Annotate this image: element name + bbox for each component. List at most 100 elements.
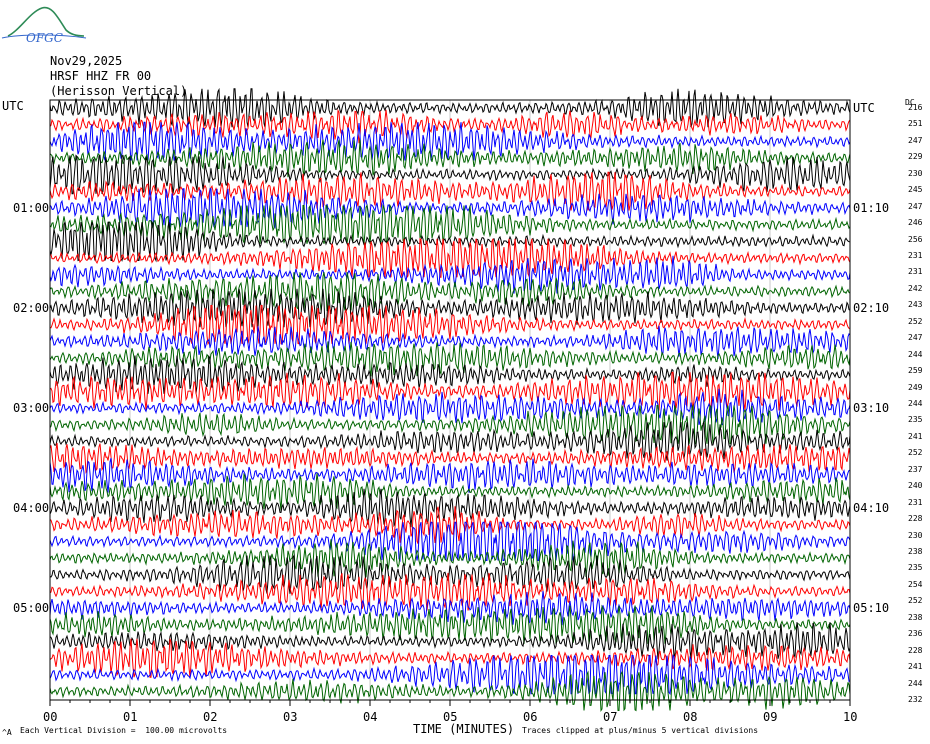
trace-row-15 <box>49 341 851 377</box>
right-time-label: 01:10 <box>853 201 890 215</box>
dc-offset-label: 259 <box>908 366 923 376</box>
trace-row-10 <box>49 255 851 294</box>
left-time-label: 01:00 <box>13 201 50 215</box>
logo-mountain-icon <box>7 6 85 37</box>
logo-text: OFGC <box>26 31 63 45</box>
x-tick-label: 07 <box>603 710 618 724</box>
x-tick-label: 10 <box>843 710 858 724</box>
dc-offset-label: 254 <box>908 579 923 589</box>
trace-row-32 <box>49 622 851 660</box>
trace-row-17 <box>49 371 851 411</box>
left-time-label: 03:00 <box>13 401 50 415</box>
dc-offset-label: 238 <box>908 547 923 556</box>
header-station: HRSF HHZ FR 00 <box>50 69 152 83</box>
left-time-label: 04:00 <box>13 501 50 515</box>
dc-offset-label: 247 <box>908 135 923 145</box>
dc-offset-label: 243 <box>908 300 923 310</box>
x-tick-label: 06 <box>523 710 538 724</box>
trace-row-19 <box>49 403 851 445</box>
x-tick-label: 09 <box>763 710 778 724</box>
dc-offset-label: 232 <box>908 695 923 704</box>
dc-offset-label: 251 <box>908 119 923 129</box>
dc-header-label: DC <box>905 98 915 107</box>
dc-offset-label: 229 <box>908 152 923 162</box>
clip-note: Traces clipped at plus/minus 5 vertical … <box>522 726 759 735</box>
trace-row-31 <box>49 604 851 645</box>
trace-row-12 <box>49 288 851 328</box>
left-time-label: 02:00 <box>13 301 50 315</box>
right-time-label: UTC <box>853 101 875 115</box>
trace-row-13 <box>49 303 851 346</box>
trace-row-1 <box>49 108 851 144</box>
dc-offset-label: 228 <box>908 514 923 524</box>
dc-offset-label: 244 <box>908 349 923 359</box>
logo-wave-icon <box>1 34 87 39</box>
corner-mark: ^A <box>2 728 12 737</box>
dc-offset-label: 242 <box>908 283 923 293</box>
right-time-label: 03:10 <box>853 401 890 415</box>
trace-row-3 <box>49 139 851 178</box>
trace-row-14 <box>49 325 851 359</box>
trace-row-24 <box>49 488 851 528</box>
dc-offset-label: 249 <box>908 382 923 392</box>
trace-row-5 <box>49 171 851 211</box>
trace-row-30 <box>49 591 851 626</box>
dc-offset-label: 244 <box>908 399 923 408</box>
dc-offset-label: 241 <box>908 662 923 672</box>
dc-offset-label: 252 <box>908 316 923 326</box>
x-tick-label: 01 <box>123 710 138 724</box>
dc-offset-label: 252 <box>908 596 923 606</box>
trace-row-4 <box>49 154 851 196</box>
dc-offset-label: 247 <box>908 201 923 211</box>
ofgc-logo: OFGC <box>1 6 87 45</box>
trace-row-0 <box>49 87 851 128</box>
header-location: (Herisson Vertical) <box>50 84 188 98</box>
dc-offset-label: 256 <box>908 234 923 244</box>
dc-offset-label: 238 <box>908 612 923 622</box>
trace-row-20 <box>49 420 851 461</box>
dc-offset-label: 246 <box>908 218 923 228</box>
trace-row-33 <box>49 638 851 678</box>
dc-offset-label: 245 <box>908 185 923 195</box>
trace-row-2 <box>49 121 851 161</box>
trace-row-11 <box>49 272 851 311</box>
trace-row-26 <box>49 521 851 563</box>
trace-row-34 <box>49 654 851 696</box>
x-tick-label: 02 <box>203 710 218 724</box>
scale-note: Each Vertical Division = 100.00 microvol… <box>20 726 228 735</box>
trace-row-35 <box>49 670 851 713</box>
trace-row-28 <box>49 553 851 594</box>
dc-offset-label: 231 <box>908 267 923 277</box>
dc-offset-label: 252 <box>908 448 923 458</box>
x-axis-title: TIME (MINUTES) <box>413 722 515 736</box>
x-tick-label: 08 <box>683 710 698 724</box>
dc-offset-label: 231 <box>908 497 923 507</box>
trace-row-9 <box>49 237 851 279</box>
dc-offset-label: 230 <box>908 168 923 178</box>
dc-offset-label: 237 <box>908 464 923 474</box>
dc-offset-label: 216 <box>908 103 923 112</box>
trace-row-6 <box>49 188 851 229</box>
dc-offset-label: 231 <box>908 251 923 260</box>
right-time-label: 02:10 <box>853 301 890 315</box>
left-time-label: 05:00 <box>13 601 50 615</box>
trace-row-22 <box>49 457 851 493</box>
x-tick-label: 04 <box>363 710 378 724</box>
dc-offset-label: 244 <box>908 678 923 688</box>
x-tick-label: 00 <box>43 710 58 724</box>
dc-offset-label: 235 <box>908 415 923 425</box>
right-time-label: 04:10 <box>853 501 890 515</box>
dc-offset-label: 247 <box>908 333 923 343</box>
trace-row-7 <box>49 203 851 245</box>
x-tick-label: 03 <box>283 710 298 724</box>
dc-offset-label: 236 <box>908 629 923 639</box>
dc-offset-label: 235 <box>908 563 923 573</box>
trace-row-21 <box>49 442 851 474</box>
header-date: Nov29,2025 <box>50 54 123 68</box>
dc-offset-label: 228 <box>908 645 923 655</box>
trace-row-27 <box>49 539 851 578</box>
left-utc-label: UTC <box>2 99 24 113</box>
dc-offset-label: 230 <box>908 530 923 540</box>
trace-row-25 <box>49 506 851 544</box>
